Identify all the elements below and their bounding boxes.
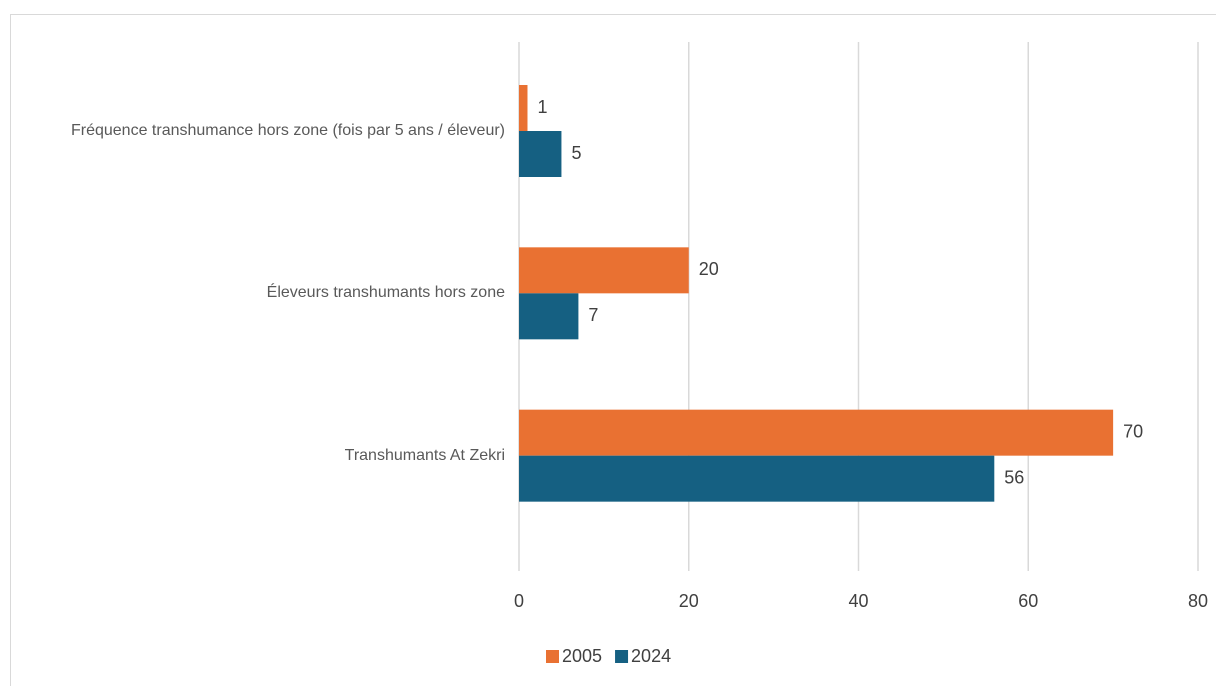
chart-border	[10, 14, 1216, 686]
data-label: 20	[699, 259, 719, 279]
category-text: Éleveurs transhumants hors zone	[266, 284, 505, 302]
data-label: 56	[1004, 467, 1024, 487]
bar	[519, 293, 579, 340]
bar	[519, 131, 562, 177]
x-tick-label: 20	[679, 591, 699, 611]
bar	[519, 455, 995, 502]
category-text: Fréquence transhumance hors zone (fois p…	[70, 122, 505, 139]
category-label: Transhumants At Zekri	[15, 444, 505, 468]
x-tick-label: 60	[1018, 591, 1038, 611]
legend-label: 2024	[631, 646, 671, 666]
category-text: Transhumants At Zekri	[344, 446, 505, 464]
data-label: 1	[537, 97, 547, 117]
category-label: Fréquence transhumance hors zone (fois p…	[15, 119, 505, 143]
x-tick-label: 40	[848, 591, 868, 611]
legend-label: 2005	[562, 646, 602, 666]
bar	[519, 247, 689, 294]
bar	[519, 409, 1114, 456]
x-tick-label: 80	[1188, 591, 1208, 611]
data-label: 5	[571, 143, 581, 163]
data-label: 7	[588, 305, 598, 325]
data-label: 70	[1123, 421, 1143, 441]
legend-swatch	[615, 650, 629, 663]
legend-swatch	[546, 650, 559, 663]
x-tick-label: 0	[514, 591, 524, 611]
category-label: Éleveurs transhumants hors zone	[15, 281, 505, 305]
bar	[519, 85, 528, 131]
